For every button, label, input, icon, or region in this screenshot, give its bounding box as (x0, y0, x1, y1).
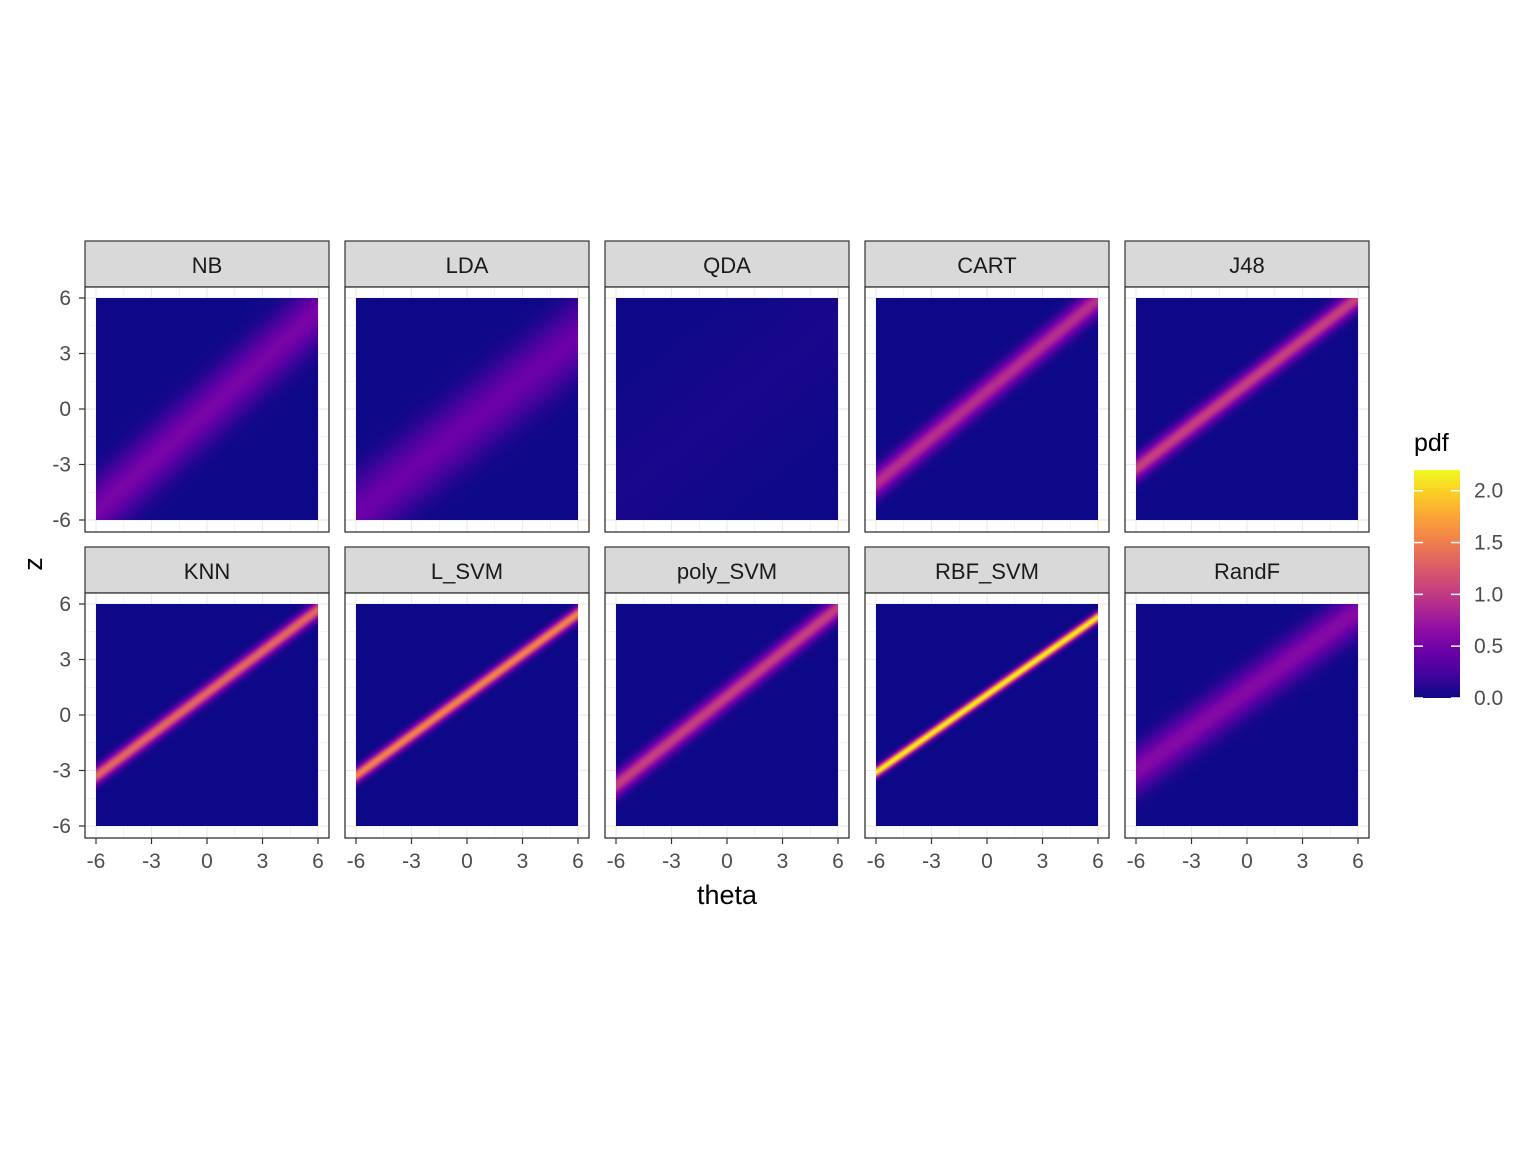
heatmap-raster (616, 604, 838, 826)
panel-randf: RandF (1124, 546, 1370, 839)
x-tick-label: -3 (142, 850, 161, 873)
facet-label: poly_SVM (677, 559, 777, 584)
y-axis-title: z (18, 557, 48, 571)
legend-tick-label: 1.0 (1474, 583, 1503, 606)
legend: pdf 0.0 0.5 1.0 1.5 2.0 (1414, 429, 1503, 710)
facet-label: NB (192, 253, 223, 278)
y-tick-label: 6 (59, 287, 71, 310)
legend-tick-label: 0.0 (1474, 687, 1503, 710)
panel-border (1124, 286, 1370, 533)
legend-colorbar (1414, 470, 1460, 698)
facet-label: CART (957, 253, 1017, 278)
x-tick-label: -6 (87, 850, 106, 873)
panel-cart: CART (864, 240, 1110, 533)
x-tick-label: 6 (1352, 850, 1364, 873)
x-tick-label: 3 (1037, 850, 1049, 873)
x-axis-layer: -6 -3 0 3 6 -6 -3 0 3 6 -6 -3 0 3 6 -6 -3 0 3 6 -6 -3 0 3 6 (87, 838, 1364, 873)
panel-j48: J48 (1124, 240, 1370, 533)
facet-strip (344, 546, 590, 594)
x-tick-label: 0 (1241, 850, 1253, 873)
facet-strip (864, 546, 1110, 594)
x-tick-label: -3 (922, 850, 941, 873)
y-tick-label: -3 (52, 454, 71, 477)
heatmap-raster (356, 298, 578, 520)
facet-strip (1124, 546, 1370, 594)
panel-nb: NB (84, 240, 330, 533)
panel-border (344, 286, 590, 533)
facet-label: L_SVM (431, 559, 503, 584)
panel-lda: LDA (344, 240, 590, 533)
y-tick-label: 0 (59, 704, 71, 727)
facet-strip (344, 240, 590, 288)
facet-strip (84, 240, 330, 288)
heatmap-raster (96, 298, 318, 520)
facet-label: KNN (184, 559, 230, 584)
facet-label: QDA (703, 253, 751, 278)
panels-layer: NB LDA QDA CART J48 KNN L_SVM poly_SVM RBF_SVM Ra… (84, 240, 1370, 839)
x-tick-label: -6 (607, 850, 626, 873)
x-tick-label: 0 (201, 850, 213, 873)
heatmap-raster (1136, 604, 1358, 826)
panel-poly-svm: poly_SVM (604, 546, 850, 839)
heatmap-raster (616, 298, 838, 520)
y-tick-label: 3 (59, 649, 71, 672)
x-tick-label: 3 (257, 850, 269, 873)
panel-border (864, 286, 1110, 533)
legend-tick-label: 2.0 (1474, 480, 1503, 503)
x-tick-label: 0 (461, 850, 473, 873)
x-tick-label: 0 (721, 850, 733, 873)
y-tick-label: 6 (59, 593, 71, 616)
panel-border (604, 286, 850, 533)
facet-label: LDA (446, 253, 489, 278)
y-tick-label: 0 (59, 398, 71, 421)
heatmap-raster (96, 604, 318, 826)
x-tick-label: 6 (1092, 850, 1104, 873)
heatmap-raster (356, 604, 578, 826)
x-tick-label: 6 (572, 850, 584, 873)
x-tick-label: -3 (402, 850, 421, 873)
x-tick-label: 3 (517, 850, 529, 873)
heatmap-raster (876, 604, 1098, 826)
y-tick-label: -6 (52, 815, 71, 838)
x-tick-label: -3 (1182, 850, 1201, 873)
panel-knn: KNN (84, 546, 330, 839)
facet-strip (84, 546, 330, 594)
y-tick-label: -6 (52, 509, 71, 532)
panel-rbf-svm: RBF_SVM (864, 546, 1110, 839)
x-tick-label: -6 (1127, 850, 1146, 873)
y-tick-label: -3 (52, 760, 71, 783)
x-tick-label: 6 (312, 850, 324, 873)
facet-label: RBF_SVM (935, 559, 1039, 584)
panel-l-svm: L_SVM (344, 546, 590, 839)
facet-label: RandF (1214, 559, 1280, 584)
heatmap-raster (1136, 298, 1358, 520)
facet-strip (604, 240, 850, 288)
x-tick-label: 0 (981, 850, 993, 873)
legend-tick-label: 0.5 (1474, 635, 1503, 658)
legend-tick-label: 1.5 (1474, 532, 1503, 555)
heatmap-raster (876, 298, 1098, 520)
x-tick-label: -6 (347, 850, 366, 873)
x-tick-label: 6 (832, 850, 844, 873)
x-tick-label: 3 (1297, 850, 1309, 873)
facet-label: J48 (1229, 253, 1264, 278)
x-tick-label: -6 (867, 850, 886, 873)
x-tick-label: 3 (777, 850, 789, 873)
panel-qda: QDA (604, 240, 850, 533)
legend-title: pdf (1414, 429, 1449, 457)
x-tick-label: -3 (662, 850, 681, 873)
legend-ticks: 0.0 0.5 1.0 1.5 2.0 (1414, 480, 1503, 710)
y-tick-label: 3 (59, 343, 71, 366)
y-axis-layer: -6 -3 0 3 6 -6 -3 0 3 6 (52, 287, 85, 838)
x-axis-title: theta (697, 880, 758, 910)
